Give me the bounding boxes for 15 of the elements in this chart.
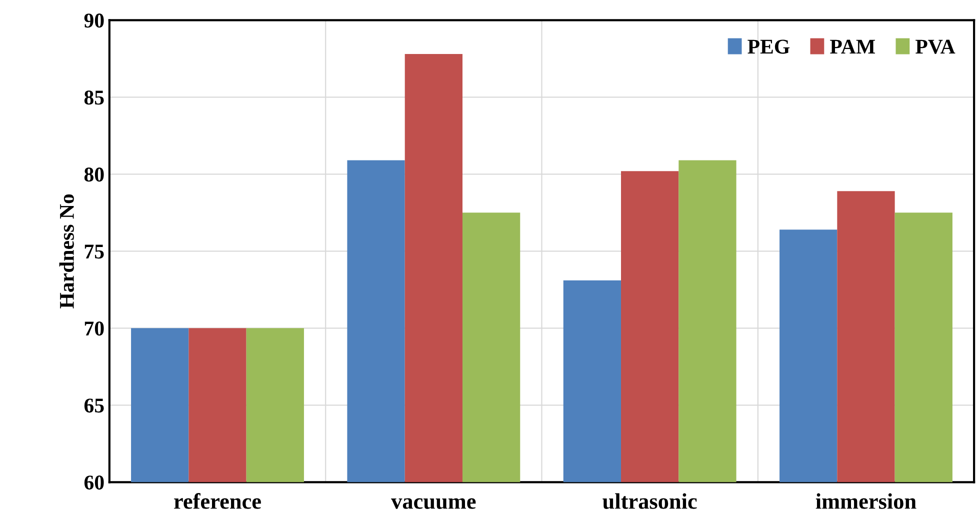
y-tick-label: 85 [84, 90, 104, 105]
legend-label: PVA [916, 40, 956, 54]
y-tick-label: 70 [84, 322, 104, 336]
y-tick-label: 75 [84, 244, 104, 259]
legend-label: PEG [748, 40, 790, 54]
y-tick-label: 80 [84, 168, 104, 182]
y-tick-label: 90 [84, 14, 104, 28]
legend-label: PAM [830, 40, 875, 54]
x-tick-label: reference [174, 493, 261, 509]
y-tick-label: 60 [84, 476, 104, 490]
y-tick-label: 65 [84, 398, 104, 413]
x-tick-label: immersion [816, 493, 916, 509]
y-axis-title: Hardness No [59, 194, 74, 308]
x-tick-label: vacuume [391, 498, 476, 509]
x-tick-label: ultrasonic [602, 493, 697, 509]
